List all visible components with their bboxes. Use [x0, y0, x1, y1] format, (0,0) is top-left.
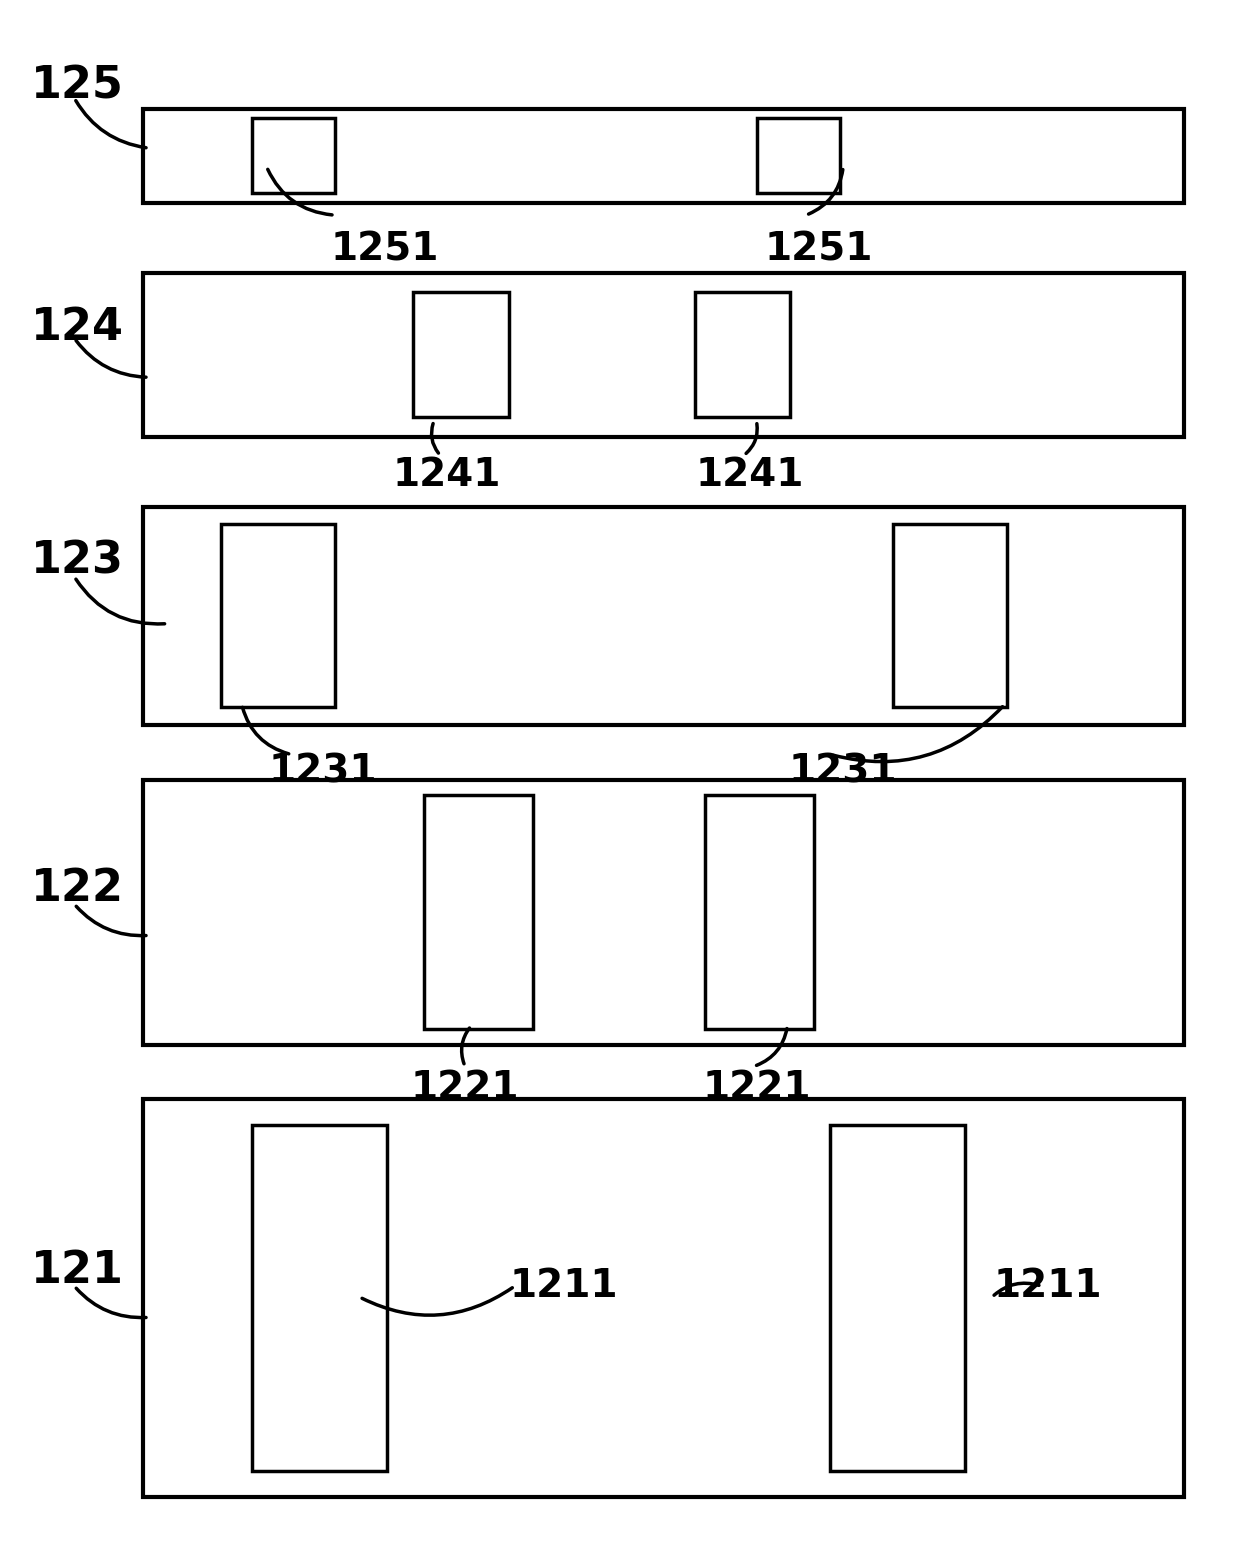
Text: 1251: 1251: [330, 231, 439, 268]
FancyBboxPatch shape: [252, 118, 335, 193]
Text: 1231: 1231: [789, 753, 898, 790]
Text: 121: 121: [31, 1249, 124, 1292]
Text: 1221: 1221: [410, 1069, 520, 1107]
Text: 1211: 1211: [510, 1267, 619, 1305]
Text: 1241: 1241: [696, 457, 805, 494]
Text: 1241: 1241: [392, 457, 501, 494]
FancyBboxPatch shape: [252, 1126, 387, 1470]
Text: 1231: 1231: [268, 753, 377, 790]
FancyBboxPatch shape: [893, 524, 1007, 708]
Text: 1211: 1211: [993, 1267, 1102, 1305]
FancyBboxPatch shape: [143, 273, 1184, 437]
FancyBboxPatch shape: [424, 795, 533, 1029]
Text: 124: 124: [31, 306, 124, 349]
Text: 125: 125: [31, 64, 124, 108]
FancyBboxPatch shape: [758, 118, 841, 193]
Text: 1251: 1251: [764, 231, 873, 268]
FancyBboxPatch shape: [830, 1126, 966, 1470]
FancyBboxPatch shape: [143, 109, 1184, 203]
FancyBboxPatch shape: [143, 1099, 1184, 1497]
FancyBboxPatch shape: [143, 507, 1184, 725]
FancyBboxPatch shape: [221, 524, 335, 708]
Text: 1221: 1221: [702, 1069, 811, 1107]
Text: 122: 122: [31, 867, 124, 910]
Text: 123: 123: [31, 539, 124, 583]
FancyBboxPatch shape: [706, 795, 815, 1029]
FancyBboxPatch shape: [413, 293, 510, 416]
FancyBboxPatch shape: [694, 293, 790, 416]
FancyBboxPatch shape: [143, 780, 1184, 1045]
